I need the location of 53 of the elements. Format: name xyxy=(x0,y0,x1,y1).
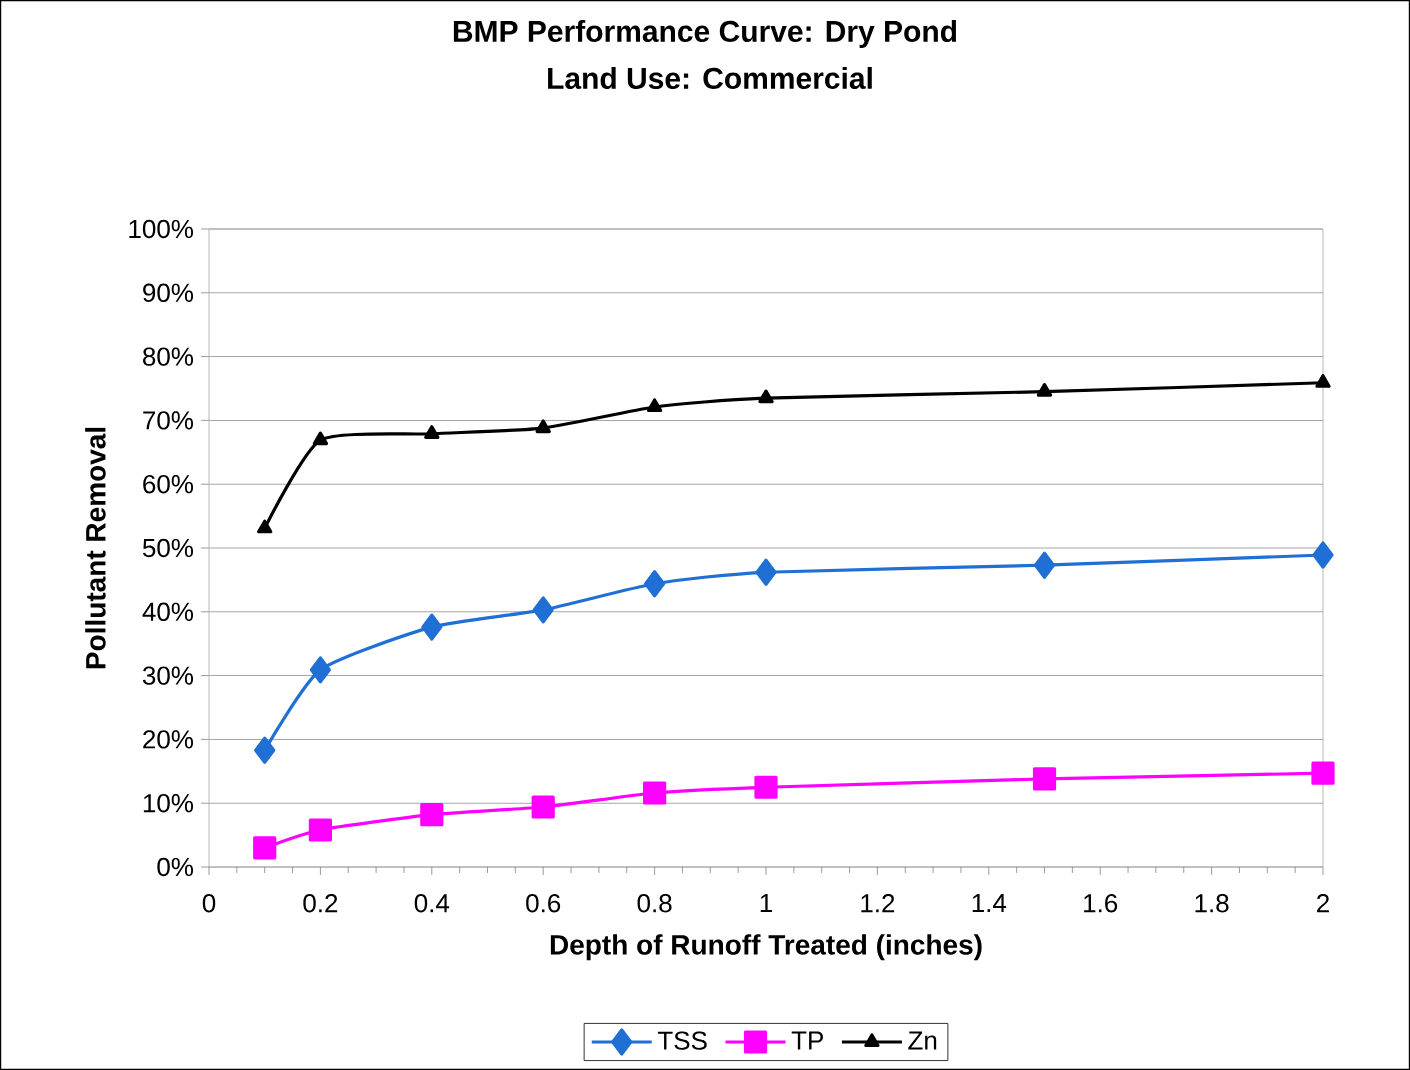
point xyxy=(421,613,443,641)
x-tick-label: 0.4 xyxy=(414,894,450,913)
chart-title: BMP Performance Curve: Dry Pond xyxy=(453,20,957,48)
x-axis-title: Depth of Runoff Treated (inches) xyxy=(550,934,982,961)
legend-label: Zn xyxy=(908,1031,937,1050)
y-tick-label: 60% xyxy=(143,474,194,494)
point xyxy=(535,419,551,434)
y-tick-label: 10% xyxy=(143,793,194,813)
x-tick-label: 1.2 xyxy=(861,894,895,913)
point xyxy=(1315,374,1331,388)
y-tick-label: 100% xyxy=(129,219,194,239)
point xyxy=(1312,541,1334,569)
y-tick-label: 40% xyxy=(142,602,194,621)
legend-label: TSS xyxy=(657,1031,707,1050)
point xyxy=(254,736,276,764)
x-tick-label: 0.8 xyxy=(637,894,672,913)
point xyxy=(643,781,667,805)
legend-label: TP xyxy=(791,1031,823,1050)
y-axis-title: Pollutant Removal xyxy=(85,427,106,669)
y-tick-label: 20% xyxy=(143,730,194,749)
point xyxy=(1033,551,1056,579)
x-tick-label: 0.2 xyxy=(303,894,338,913)
point xyxy=(1311,761,1335,785)
point xyxy=(253,836,277,860)
x-tick-label: 1.4 xyxy=(972,894,1007,912)
point xyxy=(308,818,332,842)
x-tick-label: 0 xyxy=(202,894,216,913)
point xyxy=(309,656,331,684)
point xyxy=(1032,767,1057,791)
x-tick-label: 1 xyxy=(760,894,772,912)
point xyxy=(755,558,777,586)
point xyxy=(1036,383,1053,397)
point xyxy=(532,596,554,624)
x-tick-label: 1.6 xyxy=(1084,894,1118,913)
point xyxy=(257,519,273,534)
point xyxy=(754,775,778,799)
point xyxy=(758,389,774,404)
point xyxy=(420,803,444,827)
y-tick-label: 80% xyxy=(143,347,194,366)
chart-subtitle: Land Use: Commercial xyxy=(548,66,872,89)
x-tick-label: 0.6 xyxy=(526,894,561,913)
y-tick-label: 50% xyxy=(142,538,194,558)
y-tick-label: 30% xyxy=(142,666,194,685)
point xyxy=(644,570,666,598)
point xyxy=(646,398,663,413)
point xyxy=(312,431,329,446)
point xyxy=(531,795,555,819)
x-tick-label: 1.8 xyxy=(1195,894,1229,913)
point xyxy=(424,425,440,439)
y-tick-label: 90% xyxy=(143,283,194,302)
y-tick-label: 0% xyxy=(157,857,194,877)
x-tick-label: 2 xyxy=(1317,894,1329,913)
y-tick-label: 70% xyxy=(143,411,194,430)
